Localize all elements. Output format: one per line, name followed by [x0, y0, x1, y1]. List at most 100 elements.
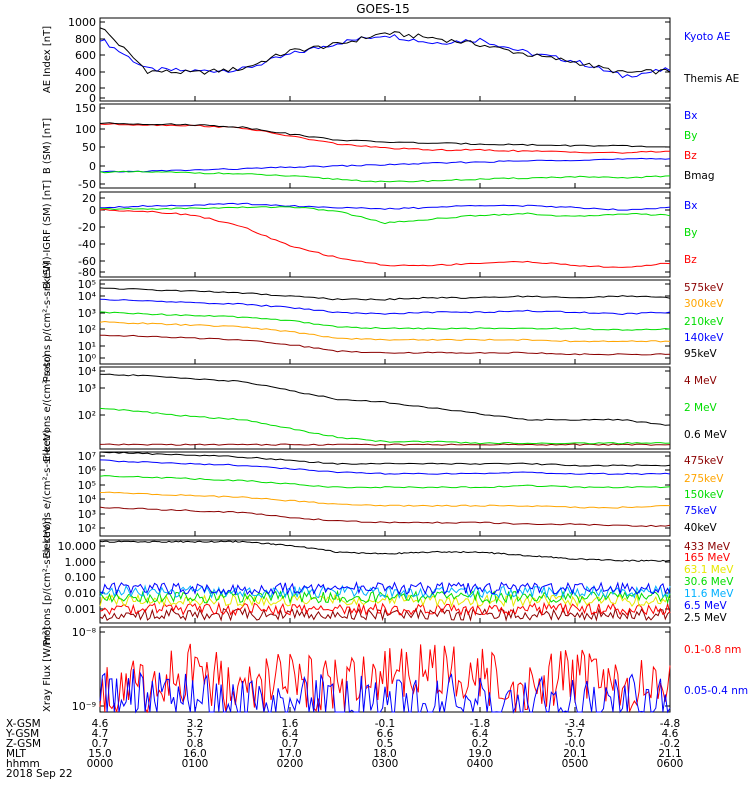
- series-line-bz: [99, 208, 671, 268]
- series-line-bz: [99, 123, 671, 154]
- y-tick-label: 10⁵: [78, 479, 96, 492]
- panel-frame: [99, 17, 671, 102]
- legend-label: 433 MeV: [684, 541, 731, 553]
- footer-tick-value: 4.6: [662, 728, 679, 740]
- footer-tick-value: 0.7: [282, 738, 299, 750]
- panel-frame: [99, 451, 671, 537]
- footer-tick-value: -1.8: [470, 718, 491, 730]
- legend-label: 4 MeV: [684, 375, 718, 387]
- y-tick-label: 10⁶: [78, 464, 97, 477]
- y-axis-label: Protons p/(cm²-s-sr-keV): [42, 262, 53, 383]
- series-line-kyoto-ae: [99, 34, 671, 79]
- legend-label: 140keV: [684, 332, 724, 344]
- footer-tick-value: 6.6: [377, 728, 394, 740]
- legend-label: 0.1-0.8 nm: [684, 644, 741, 656]
- y-tick-label: 10⁴: [78, 290, 97, 303]
- footer-tick-value: 0200: [277, 758, 304, 770]
- series-line-300kev: [99, 320, 671, 343]
- y-tick-label: -80: [78, 266, 96, 279]
- legend-label: Kyoto AE: [684, 31, 730, 43]
- y-tick-label: 10²: [78, 409, 96, 422]
- y-tick-label: -40: [78, 238, 96, 251]
- y-tick-label: 10⁻⁸: [72, 626, 97, 639]
- y-axis-label: AE Index [nT]: [42, 26, 53, 93]
- y-tick-label: 10⁰: [78, 352, 97, 365]
- series-line-575kev: [99, 334, 671, 356]
- legend-label: 2 MeV: [684, 402, 718, 414]
- footer-tick-value: 1.6: [282, 718, 299, 730]
- series-line-by: [99, 170, 671, 183]
- footer-tick-value: 0.7: [92, 738, 109, 750]
- y-tick-label: 200: [75, 82, 96, 95]
- footer-tick-value: 20.1: [563, 748, 586, 760]
- footer-row-label: X-GSM: [6, 718, 41, 730]
- y-tick-label: 0: [89, 204, 96, 217]
- legend-label: 95keV: [684, 348, 718, 360]
- y-tick-label: -20: [78, 221, 96, 234]
- series-line-bmag: [99, 122, 671, 148]
- legend-label: 2.5 MeV: [684, 612, 728, 624]
- legend-label: 6.5 MeV: [684, 600, 728, 612]
- footer-tick-value: -0.1: [375, 718, 396, 730]
- footer-tick-value: 21.1: [658, 748, 681, 760]
- y-tick-label: 1.000: [65, 556, 97, 569]
- series-line-by: [99, 206, 671, 225]
- footer-tick-value: 5.7: [567, 728, 584, 740]
- position-footer: X-GSMY-GSMZ-GSMMLThhmm4.64.70.715.000003…: [5, 718, 683, 780]
- series-line-bx: [99, 157, 671, 173]
- legend-label: 30.6 MeV: [684, 576, 734, 588]
- legend-label: Bx: [684, 110, 697, 122]
- panel-frame: [99, 279, 671, 365]
- legend-label: 0.6 MeV: [684, 429, 728, 441]
- series-line-bx: [100, 202, 671, 211]
- footer-tick-value: -0.0: [565, 738, 586, 750]
- series-line-210kev: [99, 311, 671, 331]
- series-line-40kev: [99, 451, 671, 467]
- legend-label: 75keV: [684, 505, 718, 517]
- footer-tick-value: 16.0: [183, 748, 206, 760]
- series-line-6-5-mev: [99, 580, 671, 596]
- y-tick-label: 10³: [78, 508, 96, 521]
- y-axis-label: Protons [p/(cm²-s-sr-keV)]: [42, 517, 53, 645]
- y-tick-label: 50: [82, 141, 96, 154]
- footer-tick-value: 0.8: [187, 738, 204, 750]
- legend-label: Bz: [684, 254, 697, 266]
- legend-label: 0.05-0.4 nm: [684, 685, 748, 697]
- panel-2: 150 100 50 0 -50 B (SM) [nT] Bx By Bz Bmag: [42, 102, 715, 191]
- y-axis-label: B (SM)-IGRF (SM) [nT]: [42, 180, 53, 289]
- footer-tick-value: 0400: [467, 758, 494, 770]
- y-tick-label: 10¹: [78, 340, 96, 353]
- footer-tick-value: -4.8: [660, 718, 681, 730]
- footer-row-label: Z-GSM: [6, 738, 41, 750]
- legend-label: 300keV: [684, 298, 724, 310]
- series-line-11-6-mev: [99, 584, 671, 600]
- panel-5: 10⁴ 10³ 10² Electrons e/(cm²-s-sr) 4 MeV 2 Me…: [42, 354, 728, 462]
- panel-frame: [99, 191, 671, 278]
- footer-tick-value: 0000: [87, 758, 114, 770]
- y-axis-label: B (SM) [nT]: [42, 118, 53, 174]
- panel-7: 10.000 1.000 0.100 0.010 0.001 Protons [p/(cm…: [42, 517, 734, 645]
- legend-label: By: [684, 227, 697, 239]
- series-line-2-5-mev: [99, 540, 671, 562]
- y-axis-label: Electrons e/(cm²-s-sr): [42, 354, 53, 462]
- series-line-63-1-mev: [99, 593, 671, 608]
- footer-tick-value: 3.2: [187, 718, 204, 730]
- y-axis-label: Electrons e/(cm²-s-sr-keV): [42, 429, 53, 558]
- legend-label: 165 MeV: [684, 552, 731, 564]
- panel-frame: [99, 366, 671, 450]
- series-line-2-mev: [99, 407, 671, 445]
- footer-tick-value: 0500: [562, 758, 589, 770]
- panel-3: 200 -20 -40 -60-80 B (SM)-IGRF (SM) [nT] Bx By…: [42, 180, 697, 289]
- legend-label: 63.1 MeV: [684, 564, 734, 576]
- footer-tick-value: 4.6: [92, 718, 109, 730]
- y-tick-label: 150: [75, 102, 96, 115]
- y-tick-label: 10⁴: [78, 365, 97, 378]
- footer-tick-value: 0100: [182, 758, 209, 770]
- y-tick-label: 10²: [78, 522, 96, 535]
- footer-date: 2018 Sep 22: [6, 768, 73, 780]
- y-tick-label: 0.010: [65, 587, 97, 600]
- footer-tick-value: 15.0: [88, 748, 111, 760]
- legend-label: Bmag: [684, 170, 715, 182]
